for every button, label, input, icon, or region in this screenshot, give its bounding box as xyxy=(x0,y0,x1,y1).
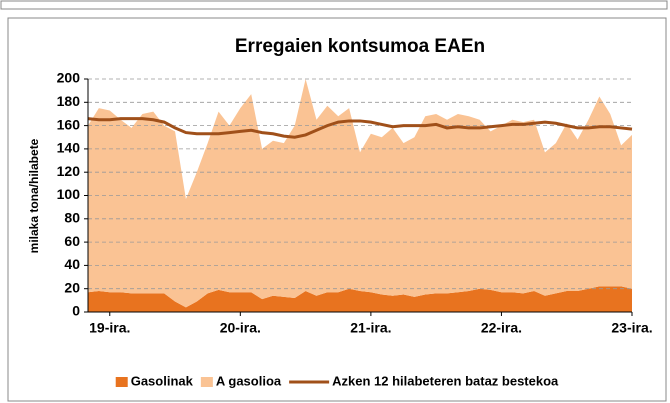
legend-swatch xyxy=(200,377,213,387)
y-tick-label: 20 xyxy=(64,279,80,295)
y-tick-label: 40 xyxy=(64,256,80,272)
y-tick-label: 60 xyxy=(64,233,80,249)
legend-label: A gasolioa xyxy=(216,373,282,388)
y-tick-label: 160 xyxy=(57,116,81,132)
y-tick-label: 0 xyxy=(72,303,80,319)
x-tick-label: 22-ira. xyxy=(481,320,522,336)
y-tick-label: 200 xyxy=(57,70,81,86)
area xyxy=(88,286,632,312)
x-tick-label: 19-ira. xyxy=(89,320,130,336)
x-tick-label: 20-ira. xyxy=(220,320,261,336)
legend-swatch xyxy=(115,377,128,387)
y-tick-label: 100 xyxy=(57,186,81,202)
chart-title: Erregaien kontsumoa EAEn xyxy=(235,36,485,57)
x-tick-label: 21-ira. xyxy=(350,320,391,336)
x-tick-label: 23-ira. xyxy=(611,320,652,336)
y-tick-label: 80 xyxy=(64,210,80,226)
y-tick-label: 140 xyxy=(57,140,81,156)
area xyxy=(88,79,632,308)
y-tick-label: 180 xyxy=(57,93,81,109)
top-frame xyxy=(0,0,668,10)
legend-label: Gasolinak xyxy=(131,373,194,388)
y-tick-label: 120 xyxy=(57,163,81,179)
y-axis-label: milaka tona/hilabete xyxy=(27,138,41,253)
legend-label: Azken 12 hilabeteren bataz bestekoa xyxy=(332,373,559,388)
line xyxy=(87,117,633,139)
